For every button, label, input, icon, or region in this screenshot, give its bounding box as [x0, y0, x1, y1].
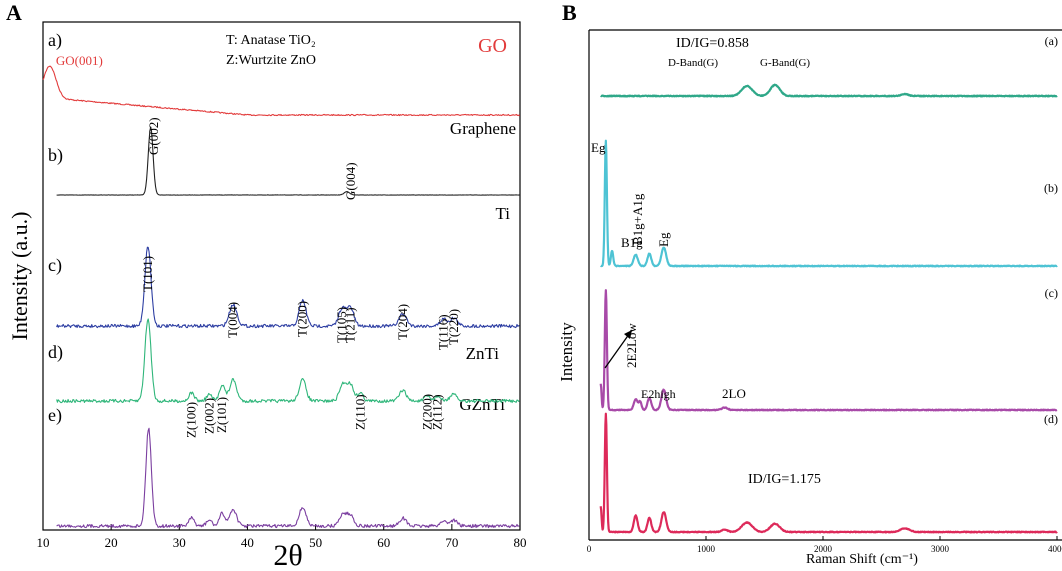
b-xtick-label-0: 0: [587, 544, 592, 554]
panel-a-letter: A: [6, 0, 22, 25]
panel-a-x-ticks: 10 20 30 40 50 60 70 80: [37, 524, 527, 550]
b-annot-0-0: D-Band(G): [668, 57, 718, 69]
panel-a-annotations: GO(001) G(002) G(004) T(101) T(004) T(200) T(1…: [56, 53, 461, 438]
b-annot-0-1: G-Band(G): [760, 57, 810, 69]
b-annot-1-2: B1g+A1g: [630, 193, 645, 245]
b-annot-1-0: Eg: [591, 140, 606, 155]
b-trace-1: [600, 139, 1058, 268]
a-series-d-label: d): [48, 342, 63, 363]
a-annot-1-0: G(002): [146, 117, 161, 155]
a-name-graphene: Graphene: [450, 119, 516, 138]
panel-b-xlabel: Raman Shift (cm⁻¹): [806, 552, 918, 567]
a-xtick-label-1: 20: [105, 535, 118, 550]
b-trace-3: [599, 412, 1058, 534]
b-annot-1-3: Eg: [656, 232, 671, 247]
a-xtick-label-3: 40: [241, 535, 254, 550]
a-trace-1: [56, 126, 520, 196]
a-xtick-label-2: 30: [173, 535, 186, 550]
a-trace-4: [56, 427, 520, 529]
a-xtick-label-7: 80: [514, 535, 527, 550]
a-annot-3-5: Z(112): [430, 394, 445, 430]
b-trace-2: [599, 289, 1058, 412]
b-xtick-label-3: 3000: [931, 544, 950, 554]
a-annot-2-7: T(220): [446, 309, 461, 345]
a-annot-1-1: G(004): [343, 162, 358, 200]
panel-b-letter: B: [562, 0, 577, 25]
arrow-2e2low-head: [624, 330, 632, 339]
a-annot-3-1: Z(002): [201, 398, 216, 434]
b-xtick-label-1: 1000: [697, 544, 716, 554]
a-series-b-label: b): [48, 145, 63, 166]
a-xtick-label-4: 50: [309, 535, 322, 550]
panel-a-xlabel: 2θ: [273, 539, 302, 571]
a-trace-2: [56, 246, 520, 329]
a-trace-3: [56, 318, 520, 404]
a-annot-2-3: T(105): [334, 307, 349, 343]
panel-a-traces: [42, 65, 521, 529]
a-name-znti: ZnTi: [466, 344, 500, 363]
a-xtick-label-0: 10: [37, 535, 50, 550]
b-series-b-label: (b): [1044, 181, 1058, 195]
b-annot-2-0: 2E2Low: [624, 323, 639, 368]
legend-anatase: T: Anatase TiO₂: [226, 33, 316, 48]
b-annot-2-1: E2high: [641, 387, 676, 401]
a-trace-0: [42, 65, 521, 117]
panel-a-ylabel: Intensity (a.u.): [7, 212, 32, 341]
a-annot-2-0: T(101): [140, 256, 155, 292]
panel-a-frame: [42, 21, 521, 531]
a-annot-2-6: T(116): [436, 314, 451, 350]
a-annot-3-2: Z(101): [214, 397, 229, 433]
panel-b-traces: [599, 83, 1058, 534]
b-series-d-label: (d): [1044, 412, 1058, 426]
b-series-a-label: (a): [1045, 34, 1058, 48]
panel-b-ylabel: Intensity: [557, 322, 576, 382]
b-series-c-label: (c): [1045, 286, 1058, 300]
a-series-c-label: c): [48, 255, 62, 276]
a-annot-2-5: T(204): [395, 304, 410, 340]
a-annot-2-2: T(200): [295, 301, 310, 337]
a-annot-2-4: T(211): [342, 307, 357, 343]
a-name-gznti: GZnTi: [459, 395, 505, 414]
a-annot-go001: GO(001): [56, 53, 103, 68]
a-annot-2-1: T(004): [225, 302, 240, 338]
a-xtick-label-5: 60: [377, 535, 390, 550]
legend-wurtzite: Z:Wurtzite ZnO: [226, 53, 316, 68]
a-annot-3-4: Z(200): [419, 394, 434, 430]
b-annot-1-1: B1g: [621, 235, 643, 250]
a-name-go: GO: [478, 35, 507, 57]
a-annot-3-3: Z(110): [353, 394, 368, 430]
b-annot-0-2: ID/IG=0.858: [676, 36, 749, 51]
a-series-a-label: a): [48, 30, 62, 51]
panel-b-x-ticks: 0 1000 2000 3000 4000: [587, 536, 1062, 554]
b-xtick-label-2: 2000: [814, 544, 833, 554]
a-name-ti: Ti: [495, 204, 510, 223]
b-xtick-label-4: 4000: [1048, 544, 1062, 554]
a-series-e-label: e): [48, 405, 62, 426]
b-trace-0: [600, 83, 1058, 98]
panel-b-annotations: D-Band(G) G-Band(G) ID/IG=0.858 Eg B1gB1g+A1…: [591, 36, 821, 487]
b-annot-2-2: 2LO: [722, 386, 746, 401]
a-annot-3-0: Z(100): [184, 402, 199, 438]
b-annot-3-0: ID/IG=1.175: [748, 472, 821, 487]
a-xtick-label-6: 70: [445, 535, 458, 550]
